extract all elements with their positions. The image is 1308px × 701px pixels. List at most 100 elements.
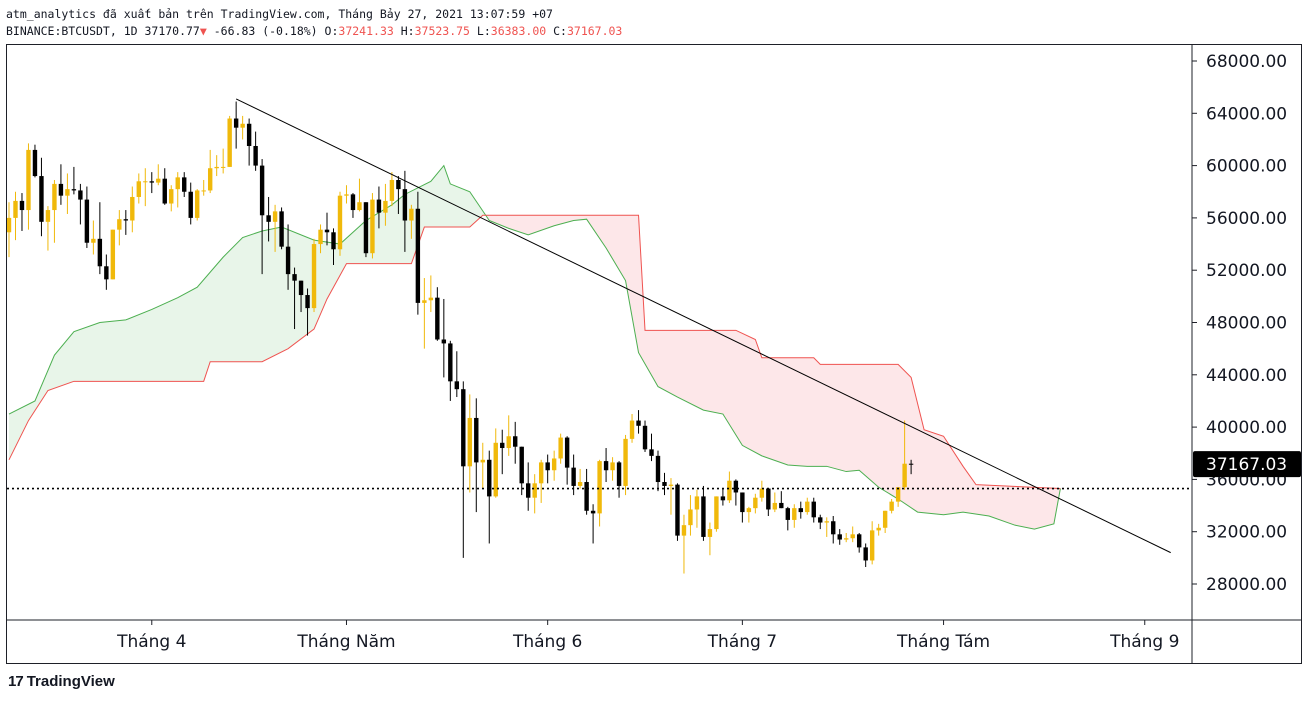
candle-body bbox=[272, 211, 278, 222]
candle-body bbox=[694, 496, 700, 510]
candle-body bbox=[908, 463, 914, 465]
candle bbox=[78, 183, 83, 225]
tradingview-brand[interactable]: 17 TradingView bbox=[8, 673, 115, 690]
candle-body bbox=[688, 509, 693, 526]
candle bbox=[415, 191, 421, 315]
y-tick-label: 64000.00 bbox=[1206, 104, 1287, 124]
low-value: 36383.00 bbox=[490, 24, 547, 38]
candle bbox=[130, 186, 135, 233]
candle-body bbox=[759, 488, 765, 498]
candle bbox=[805, 497, 810, 515]
y-tick-label: 40000.00 bbox=[1206, 418, 1287, 438]
candle-body bbox=[376, 199, 382, 213]
candle bbox=[97, 202, 103, 275]
candle bbox=[694, 489, 700, 528]
brand-name: TradingView bbox=[26, 673, 115, 690]
candle-body bbox=[863, 547, 868, 561]
candle bbox=[636, 410, 641, 434]
down-arrow-icon: ▼ bbox=[199, 24, 207, 38]
candle bbox=[39, 157, 44, 237]
candle-body bbox=[195, 190, 200, 218]
candle-body bbox=[889, 501, 894, 511]
candle-body bbox=[305, 295, 310, 309]
candle-body bbox=[720, 496, 726, 501]
candle-body bbox=[65, 189, 70, 196]
candle-body bbox=[52, 183, 57, 211]
candle-body bbox=[850, 534, 855, 539]
candle bbox=[461, 381, 466, 558]
candle-body bbox=[740, 492, 745, 513]
candle bbox=[500, 429, 505, 475]
candle-body bbox=[383, 200, 388, 213]
senkou-span-b-line bbox=[8, 214, 1061, 490]
candle bbox=[675, 483, 680, 541]
candle bbox=[370, 193, 375, 259]
candle-body bbox=[577, 482, 583, 486]
candle bbox=[169, 185, 174, 212]
candle-body bbox=[130, 196, 135, 221]
candle-body bbox=[182, 177, 187, 192]
y-tick-label: 60000.00 bbox=[1206, 157, 1287, 177]
candle bbox=[493, 428, 498, 498]
candle-body bbox=[642, 425, 648, 450]
chart-frame[interactable] bbox=[6, 44, 1302, 664]
candle bbox=[422, 278, 427, 349]
candle bbox=[798, 501, 803, 519]
candle-body bbox=[869, 530, 875, 561]
candle-body bbox=[370, 199, 375, 254]
candle-body bbox=[766, 488, 771, 510]
candle bbox=[149, 172, 154, 194]
candle bbox=[136, 173, 141, 204]
candle bbox=[701, 485, 706, 541]
candle-body bbox=[110, 229, 116, 280]
candle-body bbox=[487, 459, 492, 497]
candle bbox=[668, 478, 674, 515]
candle-body bbox=[422, 300, 427, 303]
candle-body bbox=[831, 521, 836, 535]
candle bbox=[538, 459, 544, 503]
candle-body bbox=[331, 232, 336, 250]
candle-body bbox=[123, 219, 129, 221]
candle bbox=[52, 179, 57, 243]
candle-body bbox=[117, 219, 122, 230]
candle-body bbox=[207, 168, 213, 191]
candle bbox=[428, 275, 434, 313]
candle-body bbox=[240, 123, 245, 128]
senkou-span-a-line bbox=[8, 164, 1061, 530]
candle-body bbox=[448, 343, 453, 382]
candle-body bbox=[805, 501, 810, 513]
trendline bbox=[235, 98, 1171, 554]
candle bbox=[7, 202, 12, 258]
candle-body bbox=[701, 496, 706, 537]
candle-body bbox=[227, 118, 232, 167]
candle-body bbox=[350, 194, 356, 211]
candle-body bbox=[532, 483, 537, 498]
candle-body bbox=[792, 508, 797, 520]
candle-body bbox=[610, 462, 615, 471]
candle bbox=[740, 492, 745, 523]
candle bbox=[156, 164, 161, 186]
candle bbox=[720, 488, 726, 506]
candle-body bbox=[32, 149, 38, 177]
y-tick-label: 56000.00 bbox=[1206, 209, 1287, 229]
candle-body bbox=[519, 446, 524, 484]
x-tick-label: Tháng 7 bbox=[707, 632, 777, 652]
candle-body bbox=[746, 508, 752, 513]
candle bbox=[590, 504, 596, 544]
y-tick-label: 44000.00 bbox=[1206, 366, 1287, 386]
candle bbox=[58, 164, 64, 205]
candle bbox=[311, 238, 317, 313]
candle bbox=[506, 415, 511, 456]
candle-body bbox=[623, 438, 628, 486]
candle bbox=[844, 533, 849, 543]
candle bbox=[285, 224, 291, 290]
open-label: O: bbox=[324, 24, 339, 38]
candle-body bbox=[402, 189, 408, 221]
candle-body bbox=[279, 211, 284, 247]
candle bbox=[409, 204, 414, 239]
y-tick-label: 68000.00 bbox=[1206, 52, 1287, 72]
candle bbox=[681, 514, 687, 574]
candle bbox=[831, 516, 836, 544]
candle-body bbox=[441, 339, 447, 344]
